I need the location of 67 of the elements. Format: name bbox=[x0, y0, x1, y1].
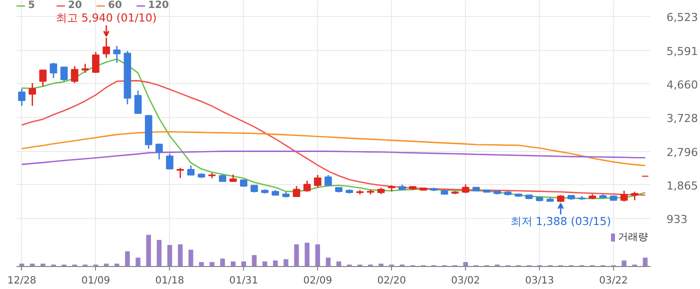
candlestick bbox=[303, 180, 311, 192]
y-tick-label: 3,728 bbox=[666, 112, 698, 126]
x-tick-label: 01/09 bbox=[81, 276, 110, 286]
bar bbox=[156, 240, 162, 266]
candlestick bbox=[28, 82, 36, 107]
bar bbox=[326, 258, 331, 266]
x-tick-label: 01/18 bbox=[155, 276, 184, 286]
x-tick-label: 03/22 bbox=[599, 276, 628, 286]
candlestick bbox=[166, 153, 174, 170]
bar bbox=[642, 258, 648, 266]
bar bbox=[378, 264, 384, 266]
candlestick bbox=[292, 185, 300, 198]
y-tick-label: 4,660 bbox=[666, 78, 698, 92]
legend-label: 20 bbox=[68, 0, 83, 11]
annotation: 최고 5,940 (01/10) bbox=[56, 12, 157, 25]
bar bbox=[114, 264, 120, 266]
y-tick-label: 6,523 bbox=[666, 11, 698, 24]
candlestick bbox=[176, 167, 184, 179]
bar bbox=[463, 262, 468, 266]
bar bbox=[210, 262, 214, 266]
bar bbox=[146, 234, 151, 266]
bar bbox=[294, 244, 299, 266]
bar bbox=[273, 260, 278, 266]
y-tick-label: 5,591 bbox=[666, 44, 698, 58]
bar bbox=[167, 244, 172, 266]
x-tick-label: 02/09 bbox=[303, 276, 332, 286]
bar bbox=[304, 242, 310, 266]
bar bbox=[220, 258, 225, 266]
bar bbox=[136, 258, 140, 266]
bar bbox=[188, 250, 194, 266]
candlestick bbox=[314, 174, 322, 188]
bar bbox=[622, 260, 626, 266]
x-tick-label: 12/28 bbox=[7, 276, 36, 286]
candlestick bbox=[70, 65, 78, 84]
candlestick bbox=[620, 190, 628, 202]
candlestick bbox=[324, 174, 332, 186]
bar bbox=[199, 262, 204, 266]
bar bbox=[315, 244, 320, 266]
x-tick-label: 02/20 bbox=[377, 276, 406, 286]
legend-label: 5 bbox=[28, 0, 36, 11]
annotation: 최저 1,388 (03/15) bbox=[510, 215, 612, 228]
bar bbox=[284, 259, 288, 266]
bar bbox=[125, 251, 130, 266]
candlestick bbox=[82, 63, 89, 74]
bar bbox=[178, 244, 183, 266]
candlestick bbox=[113, 45, 121, 64]
candlestick bbox=[187, 164, 195, 176]
candlestick bbox=[134, 90, 142, 114]
candlestick bbox=[92, 51, 100, 74]
legend-label: 거래량 bbox=[618, 231, 648, 244]
line-series bbox=[21, 131, 646, 166]
candlestick bbox=[60, 66, 68, 82]
candlestick bbox=[39, 70, 47, 88]
bar bbox=[252, 255, 257, 266]
legend-label: 120 bbox=[148, 0, 169, 11]
bar bbox=[40, 264, 46, 266]
candlestick bbox=[50, 62, 58, 79]
legend-label: 60 bbox=[108, 0, 123, 11]
bar bbox=[230, 261, 236, 266]
candlestick bbox=[18, 88, 26, 107]
y-tick-label: 2,796 bbox=[666, 146, 698, 159]
x-tick-label: 03/02 bbox=[451, 276, 480, 286]
y-tick-label: 933 bbox=[666, 213, 688, 226]
candlestick bbox=[155, 143, 163, 160]
x-tick-label: 03/13 bbox=[525, 276, 554, 286]
x-tick-label: 01/31 bbox=[229, 276, 258, 286]
y-tick-label: 1,865 bbox=[666, 179, 698, 192]
